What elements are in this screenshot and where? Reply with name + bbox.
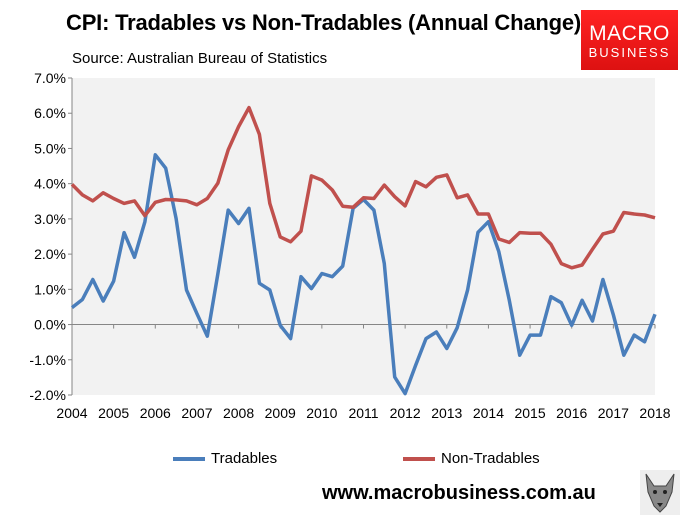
y-tick-label: 0.0% (34, 317, 66, 333)
legend-item-non-tradables: Non-Tradables (403, 450, 540, 467)
chart-subtitle: Source: Australian Bureau of Statistics (72, 50, 328, 67)
logo-line2: BUSINESS (588, 45, 671, 60)
x-tick-label: 2009 (265, 405, 296, 421)
x-tick-label: 2005 (98, 405, 129, 421)
x-tick-label: 2008 (223, 405, 254, 421)
macrobusiness-logo: MACRO BUSINESS (581, 10, 678, 70)
y-tick-label: 4.0% (34, 176, 66, 192)
footer-url: www.macrobusiness.com.au (322, 482, 596, 504)
y-tick-label: 5.0% (34, 140, 66, 156)
y-tick-label: -1.0% (29, 352, 66, 368)
legend-swatch-tradables (173, 456, 205, 461)
x-tick-label: 2004 (56, 405, 87, 421)
x-tick-label: 2016 (556, 405, 587, 421)
y-tick-label: 6.0% (34, 105, 66, 121)
x-tick-label: 2015 (514, 405, 545, 421)
chart-title: CPI: Tradables vs Non-Tradables (Annual … (66, 10, 582, 35)
y-tick-label: 1.0% (34, 281, 66, 297)
x-tick-label: 2014 (473, 405, 504, 421)
x-tick-label: 2006 (140, 405, 171, 421)
x-tick-label: 2013 (431, 405, 462, 421)
y-tick-label: 2.0% (34, 246, 66, 262)
x-tick-label: 2012 (390, 405, 421, 421)
line-chart: -2.0% -1.0% 0.0% 1.0% 2.0% 3.0% 4.0% 5.0% 6.0% 7.… (29, 70, 670, 421)
y-tick-label: 7.0% (34, 70, 66, 86)
legend-item-tradables: Tradables (173, 450, 277, 467)
legend-label-tradables: Tradables (211, 450, 278, 467)
y-tick-label: -2.0% (29, 387, 66, 403)
legend-swatch-non-tradables (403, 456, 435, 461)
legend-label-non-tradables: Non-Tradables (441, 450, 540, 467)
x-tick-label: 2011 (348, 405, 378, 421)
x-tick-label: 2010 (306, 405, 337, 421)
x-tick-label: 2018 (639, 405, 670, 421)
x-tick-label: 2017 (598, 405, 629, 421)
x-tick-label: 2007 (181, 405, 212, 421)
y-tick-label: 3.0% (34, 211, 66, 227)
plot-area (72, 78, 655, 395)
logo-line1: MACRO (589, 22, 670, 45)
wolf-logo-icon (640, 470, 680, 515)
non-tradables-line (70, 105, 656, 270)
